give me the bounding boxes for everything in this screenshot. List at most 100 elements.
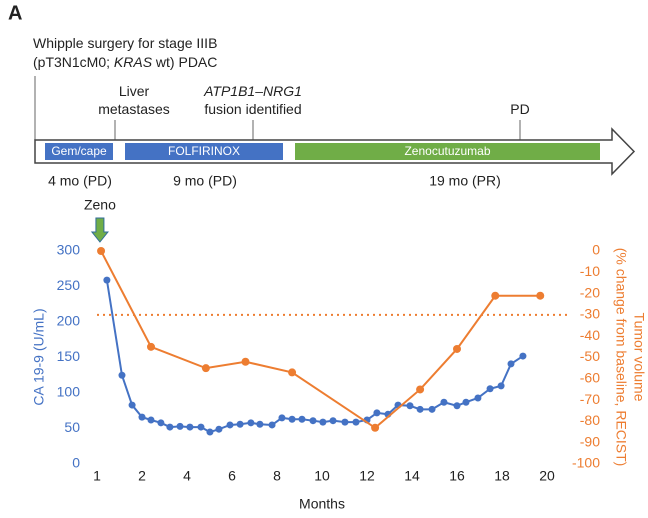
y-axis-title: CA 19-9 (U/mL) <box>31 308 47 405</box>
data-point <box>519 352 527 360</box>
data-point <box>206 428 214 436</box>
data-point <box>497 382 505 390</box>
duration-label: 9 mo (PD) <box>173 173 237 189</box>
data-point <box>288 368 297 377</box>
x-tick-label: 18 <box>494 468 510 484</box>
event-text: Liver <box>119 83 150 99</box>
data-point <box>197 423 205 431</box>
data-point <box>268 421 276 429</box>
y-tick-label: 250 <box>57 277 81 293</box>
annotation-arrow <box>90 217 109 243</box>
y2-tick-label: -100 <box>572 455 600 471</box>
x-axis-title: Months <box>299 496 345 512</box>
data-point <box>329 417 337 425</box>
data-point <box>373 409 381 417</box>
annotation: Zeno <box>84 197 116 213</box>
y-tick-label: 300 <box>57 242 81 258</box>
data-point <box>309 417 317 425</box>
data-point <box>278 414 286 422</box>
data-point <box>186 423 194 431</box>
data-point <box>453 402 461 410</box>
x-tick-label: 10 <box>314 468 330 484</box>
event-text: metastases <box>98 101 170 117</box>
data-point <box>256 420 264 428</box>
y-tick-label: 100 <box>57 384 81 400</box>
data-point <box>97 247 106 255</box>
data-point <box>215 425 223 433</box>
x-tick-label: 8 <box>273 468 281 484</box>
data-point <box>118 371 126 379</box>
y-tick-label: 200 <box>57 313 81 329</box>
data-point <box>147 416 155 424</box>
y2-axis-title: Tumor volume <box>631 313 647 402</box>
data-point <box>128 401 136 409</box>
event-lines <box>34 76 521 140</box>
y2-tick-label: -60 <box>580 370 600 386</box>
event-text: Whipple surgery for stage IIIB <box>33 35 217 51</box>
y2-tick-label: -90 <box>580 433 600 449</box>
duration-label: 19 mo (PR) <box>429 173 501 189</box>
event-text: Liver <box>119 83 150 99</box>
event-text: Whipple surgery for stage IIIB <box>33 35 217 51</box>
data-point <box>536 291 545 300</box>
segment <box>45 143 113 160</box>
y-tick-label: 50 <box>64 419 80 435</box>
event-text: (pT3N1cM0; KRAS wt) PDAC <box>33 54 217 70</box>
x-tick-label: 6 <box>228 468 236 484</box>
data-point <box>371 423 380 432</box>
y2-tick-label: -20 <box>580 284 600 300</box>
y2-tick-label: 0 <box>592 242 600 258</box>
data-point <box>157 419 165 427</box>
data-point <box>440 398 448 406</box>
y-tick-label: 150 <box>57 348 81 364</box>
data-point <box>462 398 470 406</box>
panel-label: A <box>8 2 22 24</box>
segment-label: Zenocutuzumab <box>404 144 490 158</box>
segment <box>125 143 283 160</box>
data-point <box>147 342 155 351</box>
event-text: ATP1B1–NRG1 <box>203 83 302 99</box>
data-point <box>298 415 306 423</box>
data-point <box>201 364 210 373</box>
event-text: ATP1B1–NRG1 <box>203 83 302 99</box>
data-point <box>416 385 425 394</box>
data-point <box>406 402 414 410</box>
data-point <box>319 418 327 426</box>
data-point <box>226 421 234 429</box>
x-tick-label: 4 <box>183 468 191 484</box>
segment-label: FOLFIRINOX <box>168 144 240 158</box>
y2-axis-title: (% change from baseline, RECIST) <box>613 248 629 467</box>
x-tick-label: 14 <box>404 468 420 484</box>
data-point <box>416 405 424 413</box>
data-point <box>428 405 436 413</box>
y-tick-label: 0 <box>72 455 80 471</box>
data-point <box>491 291 500 300</box>
data-point <box>474 394 482 402</box>
data-point <box>507 360 515 368</box>
segment-label: Gem/cape <box>51 144 107 158</box>
x-tick-label: 16 <box>449 468 465 484</box>
event-text: wt) PDAC <box>152 54 217 70</box>
data-point <box>236 420 244 428</box>
data-point <box>241 357 250 366</box>
segment <box>295 143 600 160</box>
event-text: fusion identified <box>204 101 301 117</box>
event-text: fusion identified <box>204 101 301 117</box>
y2-tick-label: -40 <box>580 327 600 343</box>
x-tick-label: 2 <box>138 468 146 484</box>
y2-tick-label: -80 <box>580 412 600 428</box>
event-text: (pT3N1cM0; <box>33 54 114 70</box>
data-point <box>166 423 174 431</box>
x-tick-label: 12 <box>359 468 375 484</box>
event-text: PD <box>510 101 529 117</box>
data-point <box>103 276 111 284</box>
event-text: KRAS <box>114 54 153 70</box>
data-point <box>138 413 146 421</box>
data-point <box>352 418 360 426</box>
duration-label: 4 mo (PD) <box>48 173 112 189</box>
y2-tick-label: -70 <box>580 391 600 407</box>
data-point <box>341 418 349 426</box>
y2-tick-label: -10 <box>580 263 600 279</box>
x-tick-label: 1 <box>93 468 101 484</box>
